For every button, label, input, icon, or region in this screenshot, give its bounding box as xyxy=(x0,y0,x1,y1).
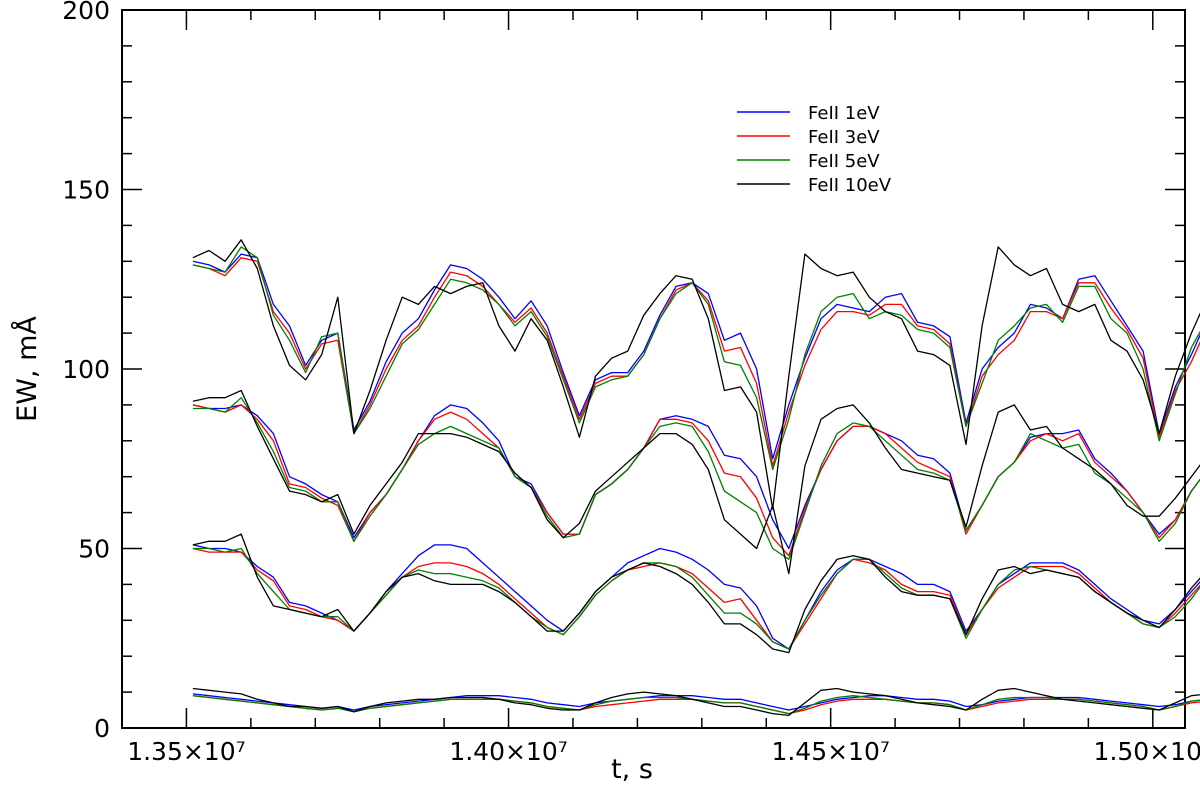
x-tick-label: 1.35×10⁷ xyxy=(127,737,245,766)
legend-label: FeII 1eV xyxy=(808,103,880,124)
legend-label: FeII 10eV xyxy=(808,175,892,196)
series-line-feii-10ev-top xyxy=(192,239,1200,510)
x-tick-label: 1.45×10⁷ xyxy=(771,737,889,766)
y-tick-label: 150 xyxy=(62,176,110,205)
series-line-feii-1ev-mid-upper xyxy=(192,404,1200,550)
series-line-feii-10ev-mid-lower xyxy=(192,533,1200,654)
legend-label: FeII 3eV xyxy=(808,127,880,148)
y-tick-label: 100 xyxy=(62,355,110,384)
y-axis-label: EW, mÅ xyxy=(11,316,43,422)
series-line-feii-10ev-mid-upper xyxy=(192,389,1200,575)
legend-label: FeII 5eV xyxy=(808,151,880,172)
series-line-feii-5ev-bottom xyxy=(192,695,1200,715)
series-line-feii-5ev-top xyxy=(192,246,1200,471)
series-layer xyxy=(192,239,1200,717)
y-tick-label: 200 xyxy=(62,0,110,25)
series-line-feii-10ev-bottom xyxy=(192,687,1200,717)
x-axis-label: t, s xyxy=(611,754,653,785)
y-tick-label: 50 xyxy=(78,535,110,564)
series-line-feii-1ev-top xyxy=(192,253,1200,460)
legend: FeII 1eV FeII 3eV FeII 5eV FeII 10eV xyxy=(737,103,892,196)
x-tick-label: 1.50×10⁷ xyxy=(1094,737,1200,766)
x-tick-label: 1.40×10⁷ xyxy=(449,737,567,766)
plot-frame xyxy=(121,9,1186,729)
series-line-feii-5ev-mid-lower xyxy=(192,547,1200,650)
series-line-feii-3ev-top xyxy=(192,257,1200,467)
axis-ticks: 0 50 100 150 200 1.35×10⁷ 1.40×10⁷ 1.45×10⁷ 1.50… xyxy=(62,0,1200,766)
series-line-feii-3ev-mid-lower xyxy=(192,547,1200,650)
series-line-feii-1ev-bottom xyxy=(192,693,1200,711)
series-line-feii-1ev-mid-lower xyxy=(192,544,1200,650)
series-line-feii-3ev-mid-upper xyxy=(192,404,1200,557)
series-line-feii-5ev-mid-upper xyxy=(192,397,1200,560)
y-tick-label: 0 xyxy=(94,714,110,743)
